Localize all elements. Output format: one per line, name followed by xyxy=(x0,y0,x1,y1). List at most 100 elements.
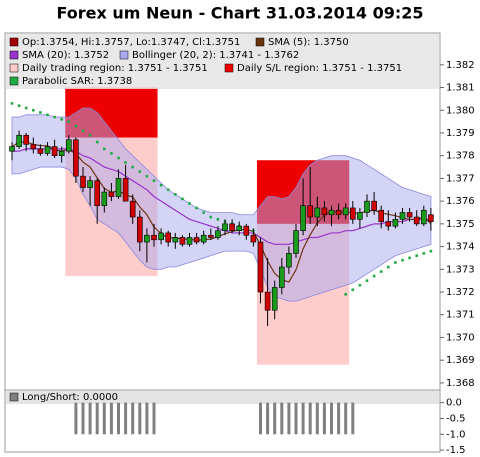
long-short-bar xyxy=(266,402,270,435)
candle-body xyxy=(179,237,186,245)
legend-background xyxy=(6,34,439,89)
sar-dot xyxy=(145,174,149,178)
y-tick-label: 0.0 xyxy=(446,398,462,409)
y-tick-label: 1.370 xyxy=(446,332,475,343)
candle-body xyxy=(328,209,335,216)
y-tick-label: 1.380 xyxy=(446,105,475,116)
candle-body xyxy=(108,191,115,197)
long-short-bar xyxy=(287,402,291,435)
sar-dot xyxy=(10,102,14,105)
sar-dot xyxy=(159,183,163,187)
y-tick-label: 1.379 xyxy=(446,128,475,139)
sar-dot xyxy=(152,179,156,182)
sar-dot xyxy=(372,274,376,278)
y-tick-label: 1.371 xyxy=(446,310,475,321)
candle-body xyxy=(200,234,207,243)
sar-dot xyxy=(117,156,120,160)
legend-label: Op:1.3754, Hi:1.3757, Lo:1.3747, Cl:1.37… xyxy=(22,37,240,48)
sar-dot xyxy=(174,193,177,196)
lower-legend-background xyxy=(6,391,439,404)
legend-swatch xyxy=(9,50,19,60)
sar-dot xyxy=(401,258,404,262)
candle-body xyxy=(122,178,129,202)
candle-body xyxy=(30,144,37,150)
y-tick-label: 1.378 xyxy=(446,151,475,162)
candle-body xyxy=(115,178,122,197)
sar-dot xyxy=(24,106,28,110)
candle-body xyxy=(16,134,22,147)
candle-body xyxy=(378,209,385,222)
long-short-bar xyxy=(337,402,341,435)
candle-body xyxy=(172,237,179,243)
sma20-line xyxy=(12,148,431,245)
sar-dot xyxy=(379,270,383,273)
legend-swatch xyxy=(9,37,19,47)
candle-body xyxy=(392,219,399,227)
sar-dot xyxy=(17,104,21,108)
sar-dot xyxy=(408,256,411,260)
candle-body xyxy=(399,212,406,220)
candle-body xyxy=(300,205,306,231)
candle-body xyxy=(314,207,321,218)
sar-dot xyxy=(166,188,170,192)
sar-dot xyxy=(124,161,127,164)
long-short-bar xyxy=(330,402,333,435)
y-tick-label: 1.373 xyxy=(446,264,475,275)
sar-dot xyxy=(60,118,63,121)
sar-dot xyxy=(32,108,35,112)
sar-dot xyxy=(429,249,433,253)
candle-body xyxy=(58,150,65,156)
legend-swatch xyxy=(255,37,265,47)
candle-body xyxy=(307,205,314,218)
sar-dot xyxy=(74,124,78,128)
candle-body xyxy=(73,139,79,177)
candle-body xyxy=(215,230,221,238)
candle-body xyxy=(243,225,250,236)
long-short-bar xyxy=(315,402,319,435)
candle-body xyxy=(193,237,200,243)
sar-dot xyxy=(365,279,369,282)
legend-swatch xyxy=(9,392,19,402)
sar-dot xyxy=(88,133,92,137)
sar-dot xyxy=(358,283,362,287)
candle-body xyxy=(80,175,86,188)
y-tick-label: -1.0 xyxy=(446,429,466,440)
long-short-bar xyxy=(88,402,92,435)
y-tick-label: 1.376 xyxy=(446,196,475,207)
long-short-bar xyxy=(308,402,312,435)
candle-body xyxy=(406,212,413,218)
candle-body xyxy=(94,180,100,206)
sar-dot xyxy=(67,120,71,123)
sar-dot xyxy=(415,254,418,257)
candle-body xyxy=(371,200,377,211)
legend-label: Bollinger (20, 2): 1.3741 - 1.3762 xyxy=(132,50,299,61)
sar-dot xyxy=(422,252,426,255)
candle-body xyxy=(286,253,292,268)
long-short-bar xyxy=(259,402,262,435)
candle-body xyxy=(357,212,363,220)
sar-dot xyxy=(95,140,99,144)
sar-dot xyxy=(351,288,355,292)
long-short-bar xyxy=(102,402,106,435)
candle-body xyxy=(229,223,235,231)
bollinger-band xyxy=(11,107,432,302)
candle-body xyxy=(264,291,271,311)
long-short-bar xyxy=(131,402,135,435)
candle-body xyxy=(236,225,242,231)
long-short-bar xyxy=(145,402,149,435)
candle-body xyxy=(293,230,299,254)
sar-dot xyxy=(138,170,142,173)
long-short-bar xyxy=(138,402,142,435)
long-short-bar xyxy=(81,402,85,435)
sar-dot xyxy=(181,197,184,201)
legend-label: Daily trading region: 1.3751 - 1.3751 xyxy=(22,63,208,74)
legend-swatch xyxy=(9,76,19,86)
candle-body xyxy=(428,214,434,222)
candle-body xyxy=(9,146,15,152)
candle-body xyxy=(342,207,349,216)
legend-swatch xyxy=(119,50,129,60)
y-tick-label: 1.374 xyxy=(446,242,475,253)
candle-body xyxy=(335,209,342,216)
sar-dot xyxy=(103,147,106,151)
candle-body xyxy=(278,266,285,288)
